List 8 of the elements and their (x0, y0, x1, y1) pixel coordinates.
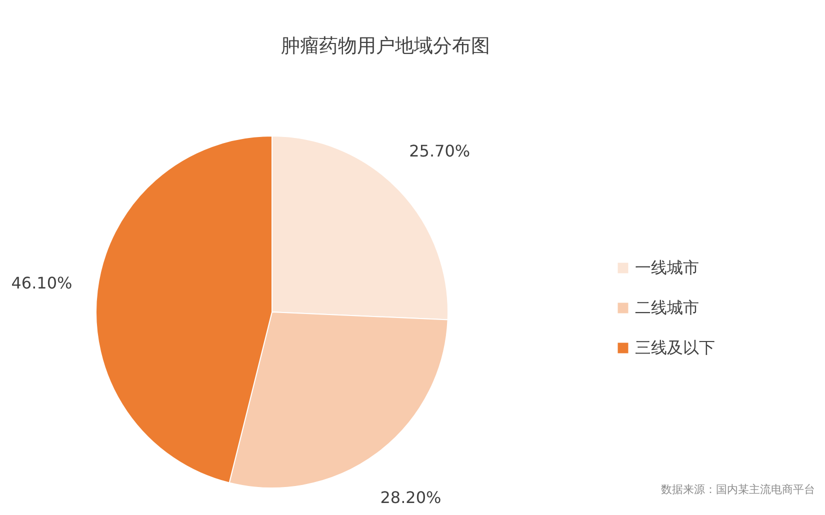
chart-title: 肿瘤药物用户地域分布图 (281, 35, 490, 57)
data-label: 28.20% (380, 488, 442, 507)
data-label: 46.10% (11, 274, 72, 293)
legend-label: 三线及以下 (635, 338, 715, 357)
source-note: 数据来源：国内某主流电商平台 (661, 483, 815, 496)
legend-label: 一线城市 (635, 258, 699, 277)
data-label: 25.70% (409, 142, 470, 161)
legend-label: 二线城市 (635, 298, 699, 317)
